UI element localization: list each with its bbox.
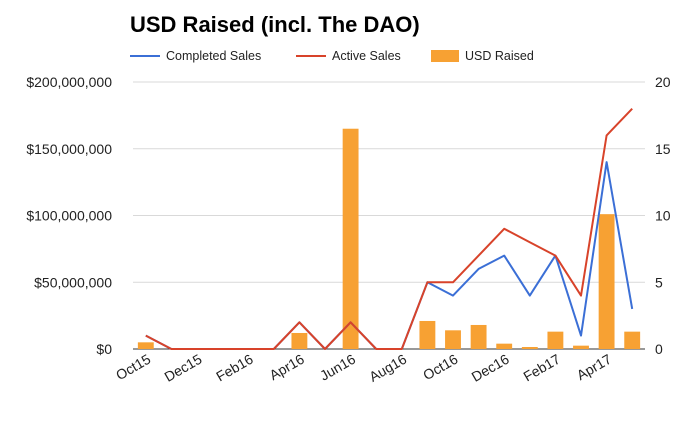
- bar-usd-raised: [624, 331, 641, 349]
- x-tick-label: Oct16: [420, 351, 461, 384]
- legend-swatch-usd-raised: [431, 50, 459, 62]
- y-left-tick-label: $0: [96, 341, 112, 357]
- y-left-tick-label: $150,000,000: [26, 141, 112, 157]
- y-right-tick-label: 10: [655, 208, 671, 224]
- x-tick-label: Dec16: [469, 351, 512, 385]
- bar-usd-raised: [573, 345, 589, 349]
- x-tick-label: Apr16: [267, 351, 308, 384]
- x-tick-label: Feb16: [213, 351, 256, 385]
- legend: Completed Sales Active Sales USD Raised: [130, 49, 534, 63]
- y-left-tick-label: $100,000,000: [26, 208, 112, 224]
- bar-usd-raised: [445, 330, 461, 349]
- x-tick-label: Aug16: [366, 351, 409, 385]
- legend-label-active-sales: Active Sales: [332, 49, 401, 63]
- legend-label-usd-raised: USD Raised: [465, 49, 534, 63]
- bar-usd-raised: [547, 331, 564, 349]
- x-tick-label: Oct15: [113, 351, 154, 384]
- x-tick-label: Dec15: [161, 351, 204, 385]
- y-right-tick-label: 15: [655, 141, 671, 157]
- bar-usd-raised: [342, 128, 359, 349]
- x-tick-label: Apr17: [574, 351, 615, 384]
- bar-usd-raised: [291, 332, 308, 349]
- x-tick-label: Feb17: [521, 351, 564, 385]
- bar-usd-raised: [470, 324, 487, 349]
- bar-usd-raised: [521, 346, 538, 349]
- bar-usd-raised: [598, 214, 615, 349]
- y-left-tick-label: $50,000,000: [34, 274, 112, 290]
- x-tick-label: Jun16: [317, 351, 358, 384]
- y-right-tick-label: 5: [655, 274, 663, 290]
- bar-usd-raised: [137, 342, 154, 349]
- chart-title: USD Raised (incl. The DAO): [130, 12, 420, 37]
- line-active-sales: [145, 108, 633, 350]
- legend-label-completed-sales: Completed Sales: [166, 49, 261, 63]
- line-completed-sales: [145, 161, 634, 350]
- y-left-tick-label: $200,000,000: [26, 74, 112, 90]
- bar-usd-raised: [496, 343, 513, 349]
- y-right-tick-label: 20: [655, 74, 671, 90]
- y-right-tick-label: 0: [655, 341, 663, 357]
- bar-usd-raised: [419, 320, 436, 349]
